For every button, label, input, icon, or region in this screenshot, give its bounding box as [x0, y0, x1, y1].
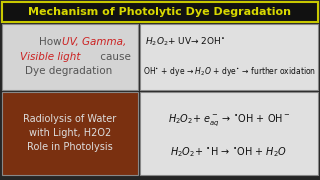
Text: cause: cause [97, 52, 131, 62]
Text: How: How [39, 37, 65, 47]
Text: Mechanism of Photolytic Dye Degradation: Mechanism of Photolytic Dye Degradation [28, 7, 292, 17]
Bar [2, 24, 138, 90]
Text: Dye degradation: Dye degradation [25, 66, 113, 76]
Text: $H_2O_2$+ UV→ 2OH$^{\bullet}$: $H_2O_2$+ UV→ 2OH$^{\bullet}$ [145, 36, 226, 48]
Bar [140, 92, 318, 175]
Bar [2, 92, 138, 175]
Bar [2, 2, 318, 22]
Text: UV, Gamma,: UV, Gamma, [62, 37, 126, 47]
Text: Radiolysis of Water
with Light, H2O2
Role in Photolysis: Radiolysis of Water with Light, H2O2 Rol… [23, 114, 116, 152]
Text: $H_2O_2$+ $e_{aq}^-$ → $^{\bullet}$OH + OH$^-$: $H_2O_2$+ $e_{aq}^-$ → $^{\bullet}$OH + … [168, 112, 290, 128]
Text: $H_2O_2$+ $^{\bullet}$H → $^{\bullet}$OH + $H_2O$: $H_2O_2$+ $^{\bullet}$H → $^{\bullet}$OH… [170, 145, 288, 159]
Text: OH$^{\bullet}$ + dye → $H_2O$ + dye$^{\bullet}$ → further oxidation: OH$^{\bullet}$ + dye → $H_2O$ + dye$^{\b… [143, 66, 316, 78]
Text: Visible light: Visible light [20, 52, 81, 62]
Bar [140, 24, 318, 90]
